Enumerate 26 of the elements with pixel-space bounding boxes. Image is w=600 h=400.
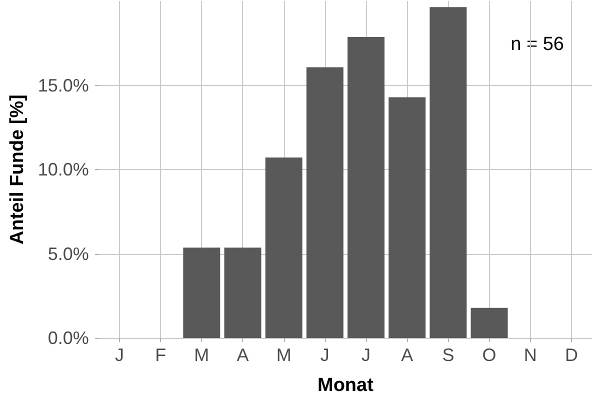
bar <box>265 158 302 338</box>
x-tick-label: F <box>155 345 166 365</box>
bar <box>388 97 426 338</box>
bar <box>306 67 344 338</box>
bar <box>348 37 385 338</box>
x-tick-label: J <box>114 345 124 365</box>
y-tick-label: 15.0% <box>38 75 89 96</box>
x-tick-label: O <box>482 345 496 365</box>
x-tick-label: M <box>276 345 292 365</box>
bar <box>224 248 262 338</box>
x-tick-label: D <box>564 345 578 365</box>
x-axis-title: Monat <box>318 375 374 396</box>
x-tick-label: J <box>362 345 371 365</box>
x-tick-label: S <box>442 345 454 365</box>
bar <box>430 7 467 338</box>
y-tick-label: 10.0% <box>38 160 89 180</box>
y-axis-title: Anteil Funde [%] <box>7 94 28 244</box>
bar <box>470 308 508 338</box>
x-tick-label: A <box>236 345 249 365</box>
bar <box>183 248 220 338</box>
x-tick-label: M <box>194 345 210 365</box>
x-tick-label: J <box>320 345 330 365</box>
x-tick-label: A <box>401 345 414 365</box>
y-tick-label: 0.0% <box>48 328 89 348</box>
x-tick-label: N <box>524 345 537 365</box>
y-tick-label: 5.0% <box>48 244 89 264</box>
